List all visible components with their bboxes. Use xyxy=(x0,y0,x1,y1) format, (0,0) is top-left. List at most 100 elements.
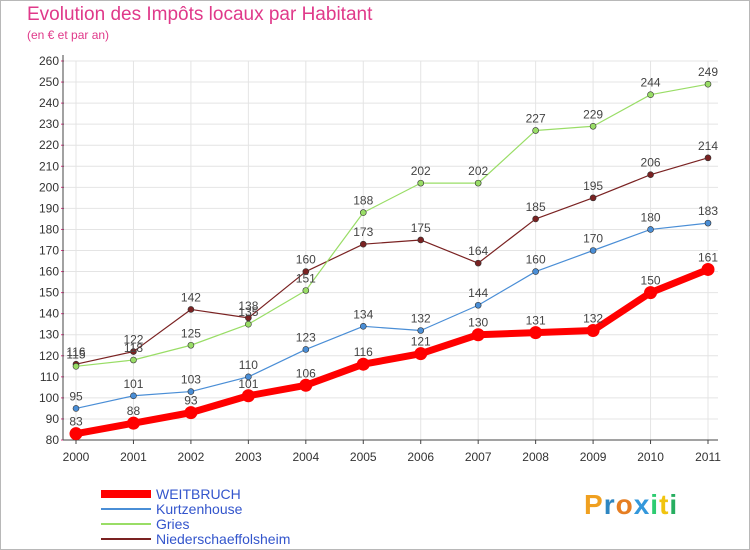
data-point xyxy=(589,122,597,130)
data-point xyxy=(184,406,198,420)
data-label: 183 xyxy=(698,204,718,218)
chart-subtitle: (en € et par an) xyxy=(27,28,110,42)
data-label: 173 xyxy=(353,225,373,239)
x-tick-label: 2010 xyxy=(637,450,664,464)
data-label: 101 xyxy=(238,377,258,391)
y-tick-label: 150 xyxy=(39,286,59,300)
data-point xyxy=(474,301,482,309)
data-label: 95 xyxy=(69,389,83,403)
data-point xyxy=(72,363,80,370)
legend-swatch xyxy=(101,490,151,498)
data-point xyxy=(69,427,83,441)
x-tick-label: 2006 xyxy=(407,450,434,464)
x-tick-label: 2000 xyxy=(63,450,90,464)
x-tick-label: 2004 xyxy=(292,450,319,464)
legend-swatch xyxy=(101,538,151,540)
y-tick-label: 200 xyxy=(39,180,59,194)
data-point xyxy=(359,209,367,216)
data-point xyxy=(704,219,712,227)
data-point xyxy=(302,268,310,275)
data-point xyxy=(130,392,137,400)
data-label: 244 xyxy=(641,76,661,90)
data-label: 185 xyxy=(526,200,546,214)
data-point xyxy=(299,378,313,392)
legend-label: Niederschaeffolsheim xyxy=(156,531,291,547)
data-point xyxy=(414,347,428,361)
data-point xyxy=(704,80,712,88)
y-tick-label: 210 xyxy=(39,159,59,173)
data-label: 160 xyxy=(296,253,316,267)
data-point xyxy=(187,306,195,313)
logo-letter: r xyxy=(603,489,616,520)
proxiti-logo: Proxiti xyxy=(584,489,678,521)
x-tick-label: 2003 xyxy=(235,450,262,464)
data-label: 150 xyxy=(641,274,661,288)
data-point xyxy=(356,357,370,371)
data-label: 249 xyxy=(698,65,718,79)
data-label: 229 xyxy=(583,107,603,121)
series-line-kurtzenhouse xyxy=(75,222,709,410)
data-label: 144 xyxy=(468,286,488,300)
data-point xyxy=(474,179,482,187)
data-label: 132 xyxy=(583,312,603,326)
logo-letter: i xyxy=(650,489,660,520)
y-tick-label: 140 xyxy=(39,307,59,321)
data-point xyxy=(417,236,425,244)
data-point xyxy=(187,341,195,349)
data-point xyxy=(245,373,252,381)
chart-title: Evolution des Impôts locaux par Habitant xyxy=(27,4,373,25)
data-point xyxy=(126,416,140,430)
data-label: 214 xyxy=(698,139,718,153)
data-point xyxy=(529,326,543,340)
data-label: 202 xyxy=(468,164,488,178)
data-label: 122 xyxy=(123,333,143,347)
x-tick-label: 2008 xyxy=(522,450,549,464)
data-point xyxy=(647,171,654,178)
y-tick-label: 110 xyxy=(40,370,59,384)
data-point xyxy=(589,194,597,202)
series-line-niederschaeffolsheim xyxy=(75,157,709,365)
x-tick-label: 2005 xyxy=(350,450,377,464)
y-tick-label: 190 xyxy=(39,201,59,215)
data-point xyxy=(647,226,654,233)
data-label: 121 xyxy=(411,335,431,349)
y-tick-label: 80 xyxy=(46,433,60,447)
data-label: 83 xyxy=(69,415,83,429)
series xyxy=(69,80,715,441)
y-tick-label: 260 xyxy=(39,54,59,68)
data-label: 142 xyxy=(181,290,201,304)
data-point xyxy=(471,328,485,342)
logo-letter: o xyxy=(615,489,634,520)
y-tick-label: 90 xyxy=(46,412,60,426)
data-point xyxy=(532,268,539,275)
data-label: 115 xyxy=(66,347,85,361)
data-point xyxy=(644,286,658,300)
data-point xyxy=(130,356,137,364)
data-point xyxy=(245,314,252,322)
data-label: 116 xyxy=(66,345,85,359)
data-label: 164 xyxy=(468,244,488,258)
data-label: 170 xyxy=(583,232,603,246)
data-point xyxy=(704,154,712,162)
legend-label: Gries xyxy=(156,516,190,532)
grid xyxy=(63,60,718,441)
data-point xyxy=(359,240,367,248)
data-point xyxy=(532,127,539,134)
data-label: 202 xyxy=(411,164,431,178)
data-label: 123 xyxy=(296,330,316,344)
data-label: 125 xyxy=(181,326,201,340)
data-point xyxy=(72,405,80,412)
data-label: 160 xyxy=(526,253,546,267)
data-label: 130 xyxy=(468,316,488,330)
y-tick-label: 120 xyxy=(39,349,59,363)
data-label: 116 xyxy=(354,345,373,359)
data-label: 175 xyxy=(411,221,431,235)
y-tick-label: 100 xyxy=(39,391,59,405)
data-label: 161 xyxy=(698,250,718,264)
y-tick-label: 180 xyxy=(39,222,59,236)
data-label: 132 xyxy=(411,312,431,326)
data-point xyxy=(187,388,195,395)
logo-letter: i xyxy=(669,489,679,520)
